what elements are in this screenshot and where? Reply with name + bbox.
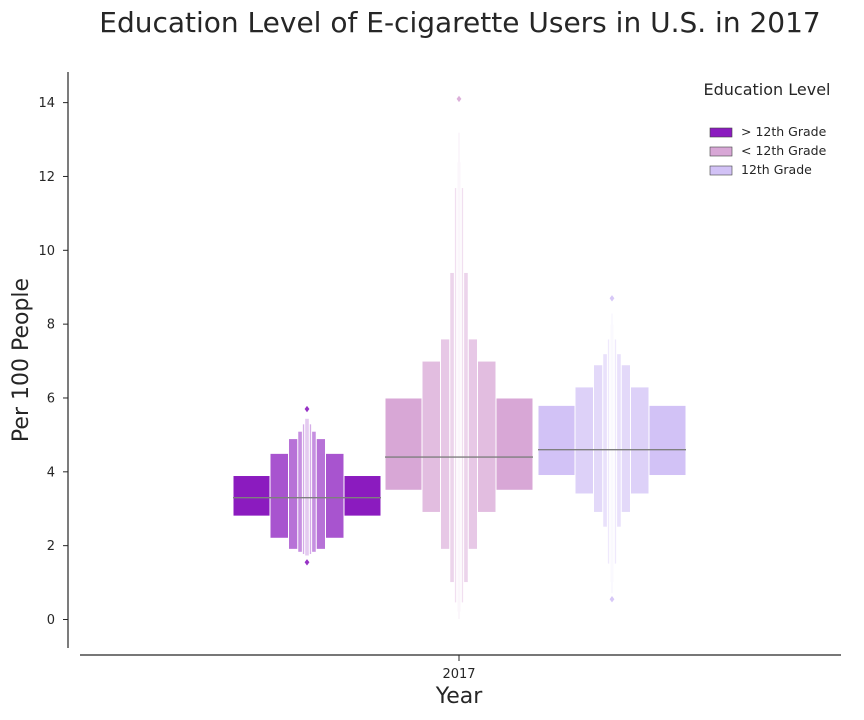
- x-tick-label: 2017: [442, 667, 475, 682]
- outlier-point: [609, 595, 615, 603]
- y-tick-label: 0: [47, 613, 55, 628]
- outlier-point: [304, 559, 310, 566]
- legend-title: Education Level: [704, 80, 831, 99]
- legend-label-12th: 12th Grade: [741, 162, 812, 177]
- boxen-plot-area: [232, 95, 687, 620]
- y-tick-label: 8: [47, 318, 55, 333]
- legend: Education Level > 12th Grade < 12th Grad…: [704, 80, 831, 177]
- outlier-point: [304, 405, 310, 413]
- y-tick-label: 12: [38, 170, 55, 185]
- legend-swatch-more-than-12th: [709, 127, 733, 138]
- x-axis-label: Year: [435, 684, 484, 709]
- y-tick-label: 2: [47, 539, 55, 554]
- legend-label-more-than-12th: > 12th Grade: [741, 124, 827, 139]
- boxen-box: [610, 312, 614, 595]
- y-tick-label: 6: [47, 391, 55, 406]
- legend-label-less-than-12th: < 12th Grade: [741, 143, 827, 158]
- y-tick-label: 14: [38, 96, 55, 111]
- outlier-point: [609, 295, 615, 302]
- legend-swatch-12th: [709, 165, 733, 176]
- chart-title: Education Level of E-cigarette Users in …: [99, 6, 821, 39]
- y-axis-ticks: 0 2 4 6 8 10 12 14: [38, 96, 68, 628]
- boxen-box: [457, 131, 461, 620]
- outlier-point: [456, 95, 462, 103]
- y-tick-label: 4: [47, 465, 55, 480]
- y-tick-label: 10: [38, 244, 55, 259]
- boxen-box: [304, 417, 310, 557]
- y-axis-label: Per 100 People: [9, 278, 34, 442]
- legend-swatch-less-than-12th: [709, 146, 733, 157]
